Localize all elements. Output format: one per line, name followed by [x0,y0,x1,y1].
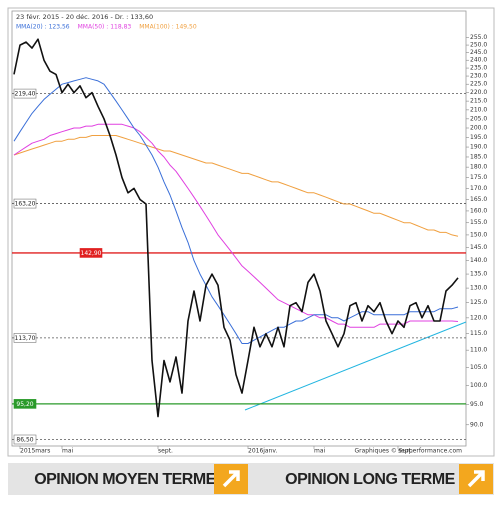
chart-title: 23 févr. 2015 - 20 déc. 2016 - Dr. : 133… [16,13,153,21]
y-tick-label: 180.0 [470,164,487,171]
y-tick-label: 250.0 [470,42,487,49]
level-label: 86,50 [16,436,33,443]
source-note: Graphiques © Surperformance.com [354,448,462,455]
button-label[interactable]: OPINION LONG TERME [285,471,456,488]
y-tick-label: 230.0 [470,73,487,80]
y-tick-label: 170.0 [470,185,487,192]
y-tick-label: 210.0 [470,106,487,113]
level-label-box [13,399,37,409]
y-tick-label: 255.0 [470,34,487,41]
level-label-box [79,248,103,258]
arrow-icon [222,470,240,488]
trend-line [244,321,467,411]
level-label-box [13,88,37,99]
y-tick-label: 240.0 [470,57,487,64]
series-line [13,123,459,328]
y-tick-label: 115.0 [470,330,487,337]
x-tick-label: mai [314,448,326,455]
y-tick-label: 215.0 [470,98,487,105]
y-tick-label: 220.0 [470,89,487,96]
series-line [13,38,459,418]
y-tick-label: 150.0 [470,231,487,238]
y-tick-label: 110.0 [470,347,487,354]
y-tick-label: 125.0 [470,299,487,306]
y-tick-label: 195.0 [470,134,487,141]
y-tick-label: 120.0 [470,314,487,321]
legend-entry: MMA(20) : 123,56 [16,24,70,31]
level-label-box [13,434,37,445]
x-tick-label: mai [62,448,74,455]
y-tick-label: 190.0 [470,144,487,151]
button-label[interactable]: OPINION MOYEN TERME [34,471,217,488]
arrow-icon [467,470,485,488]
level-label: 163,20 [15,201,36,208]
level-label-box [13,333,37,343]
level-label: 95,20 [16,401,33,408]
level-label: 219,40 [15,91,36,98]
x-tick-label: sept. [398,448,413,455]
legend-entry: MMA(50) : 118,83 [78,24,132,31]
y-tick-label: 105.0 [470,364,487,371]
x-tick-label: 2016janv. [248,448,278,455]
y-tick-label: 95.0 [470,401,484,408]
y-tick-label: 185.0 [470,153,487,160]
legend-entry: MMA(100) : 149,50 [139,24,197,31]
chart-frame [7,7,495,457]
y-tick-label: 130.0 [470,285,487,292]
y-tick-label: 225.0 [470,81,487,88]
level-label: 142,90 [81,250,102,257]
x-tick-label: sept. [158,448,173,455]
y-tick-label: 245.0 [470,49,487,56]
y-tick-label: 165.0 [470,196,487,203]
y-tick-label: 145.0 [470,244,487,251]
y-tick-label: 205.0 [470,115,487,122]
y-tick-label: 175.0 [470,174,487,181]
y-tick-label: 160.0 [470,207,487,214]
level-label: 113,70 [15,335,36,342]
opinion-bar [8,463,494,495]
y-tick-label: 140.0 [470,257,487,264]
y-tick-label: 135.0 [470,271,487,278]
series-line [13,135,459,237]
level-label-box [13,198,37,209]
y-tick-label: 90.0 [470,421,484,428]
y-tick-label: 235.0 [470,65,487,72]
plot-frame [11,10,467,447]
y-tick-label: 200.0 [470,124,487,131]
y-tick-label: 155.0 [470,219,487,226]
x-tick-label: 2015mars [20,448,50,455]
y-tick-label: 100.0 [470,382,487,389]
